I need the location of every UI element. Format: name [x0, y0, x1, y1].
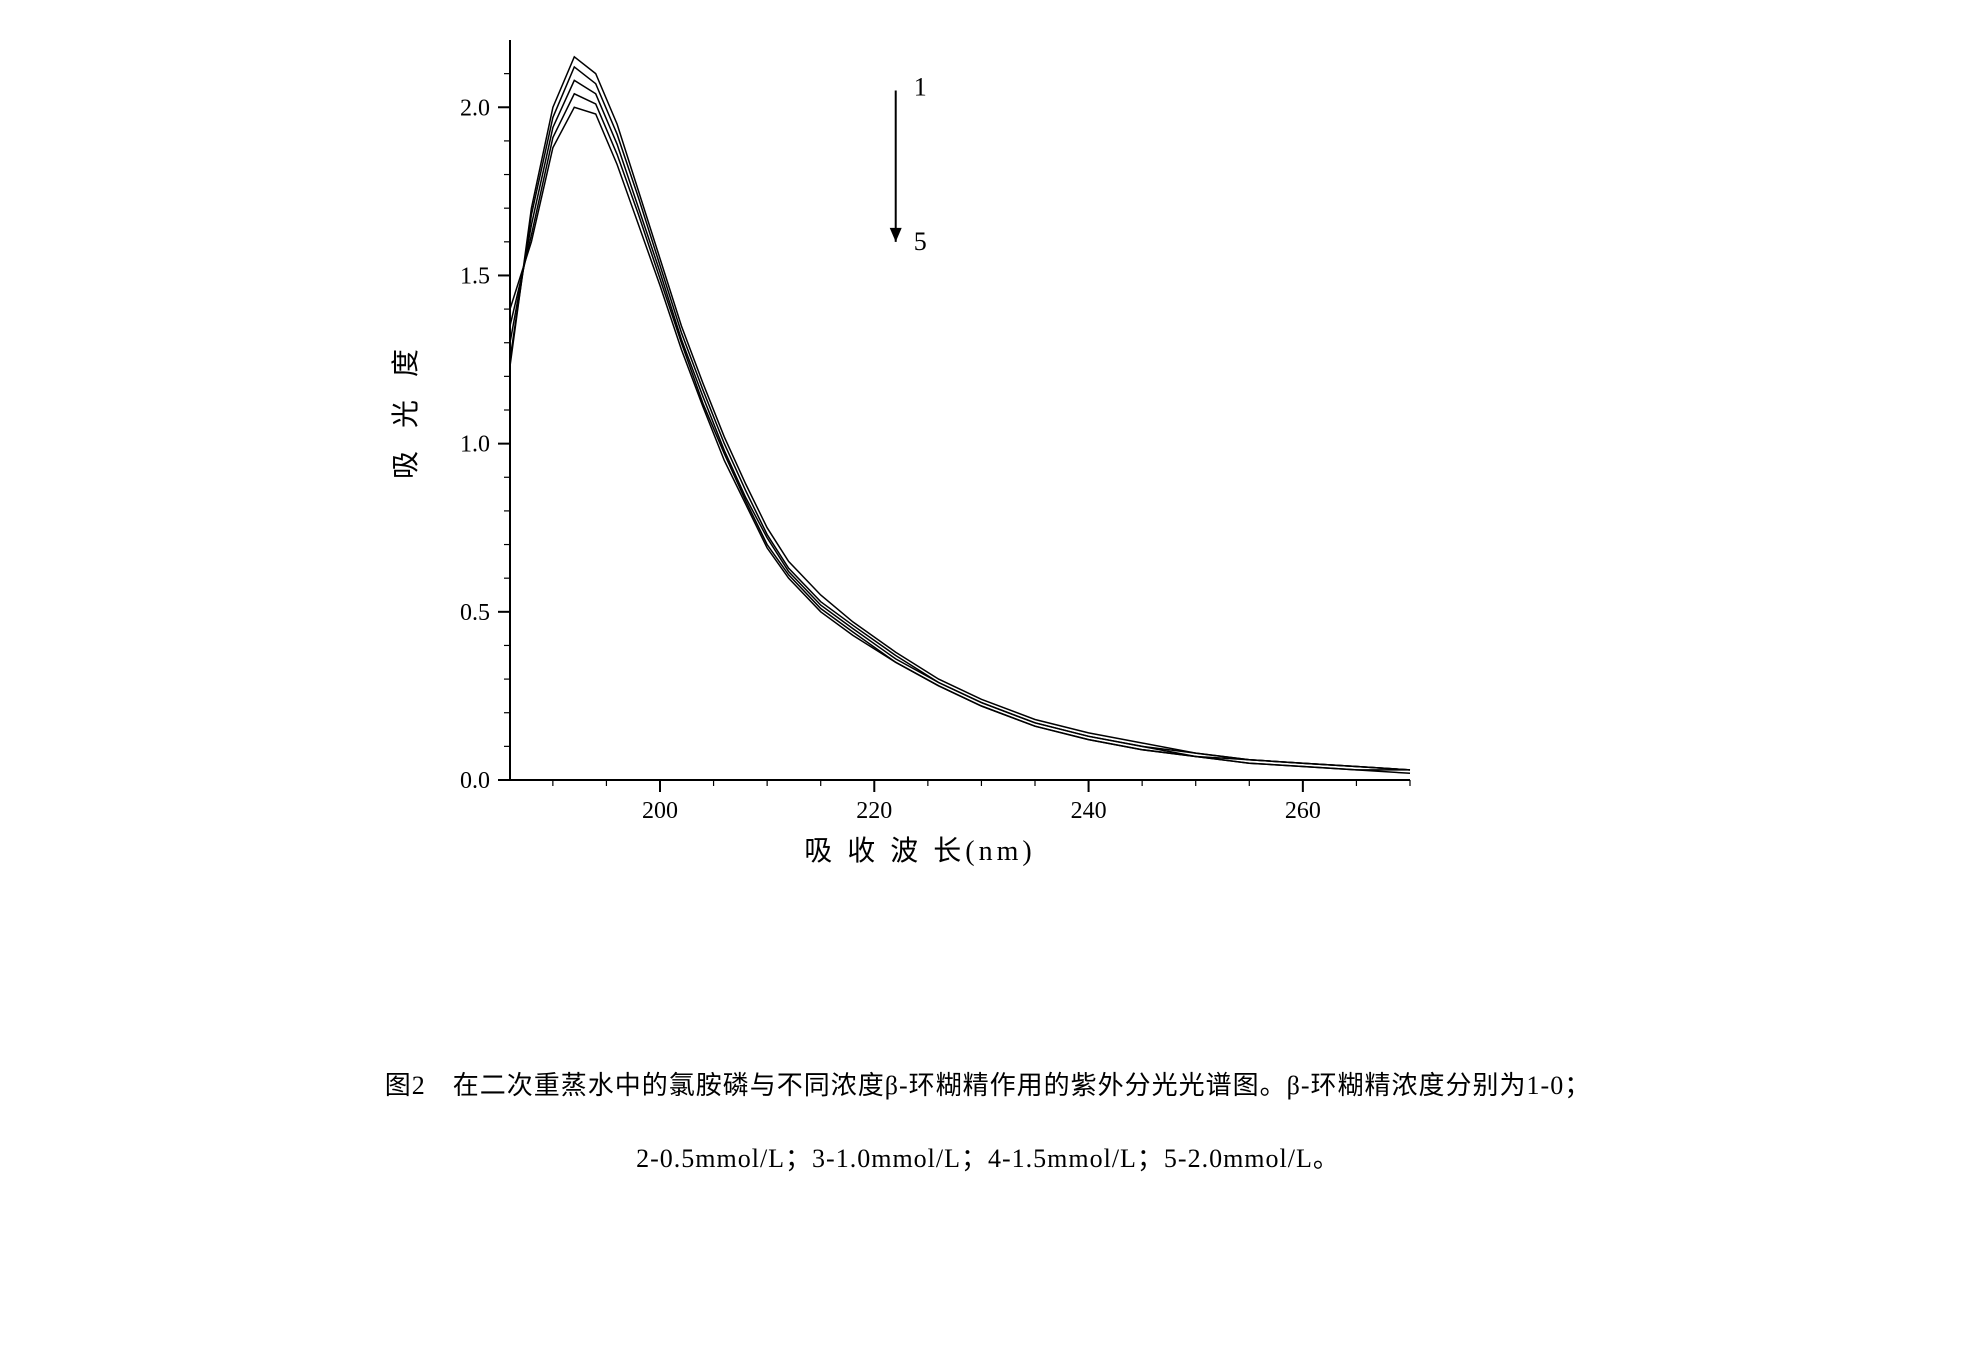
svg-text:260: 260 [1285, 798, 1321, 824]
svg-text:220: 220 [856, 798, 892, 824]
svg-text:1: 1 [914, 72, 927, 101]
svg-text:0.5: 0.5 [460, 600, 490, 626]
svg-text:0.0: 0.0 [460, 768, 490, 794]
figure-caption: 图2 在二次重蒸水中的氯胺磷与不同浓度β-环糊精作用的紫外分光光谱图。β-环糊精… [0, 1050, 1976, 1196]
chart-container: 0.0 0.5 1.0 1.5 2.0 200 220 240 260 吸 收 波 长(nm) 吸 … [370, 20, 1470, 900]
uv-spectrum-chart: 0.0 0.5 1.0 1.5 2.0 200 220 240 260 吸 收 波 长(nm) 吸 … [370, 20, 1470, 900]
caption-line-1: 图2 在二次重蒸水中的氯胺磷与不同浓度β-环糊精作用的紫外分光光谱图。β-环糊精… [0, 1050, 1976, 1123]
caption-line-2: 2-0.5mmol/L；3-1.0mmol/L；4-1.5mmol/L；5-2.… [0, 1123, 1976, 1196]
curve-5-2.0mmol [510, 107, 1410, 773]
svg-text:吸 光 度: 吸 光 度 [390, 341, 422, 479]
svg-text:5: 5 [914, 227, 927, 256]
svg-text:1.0: 1.0 [460, 432, 490, 458]
curve-1-0mmol [510, 57, 1410, 770]
svg-text:200: 200 [642, 798, 678, 824]
svg-text:240: 240 [1071, 798, 1107, 824]
svg-text:吸 收 波 长(nm): 吸 收 波 长(nm) [804, 835, 1035, 867]
curve-2-0.5mmol [510, 67, 1410, 770]
curve-3-1.0mmol [510, 80, 1410, 770]
curve-4-1.5mmol [510, 94, 1410, 770]
svg-text:1.5: 1.5 [460, 263, 490, 289]
svg-text:2.0: 2.0 [460, 95, 490, 121]
